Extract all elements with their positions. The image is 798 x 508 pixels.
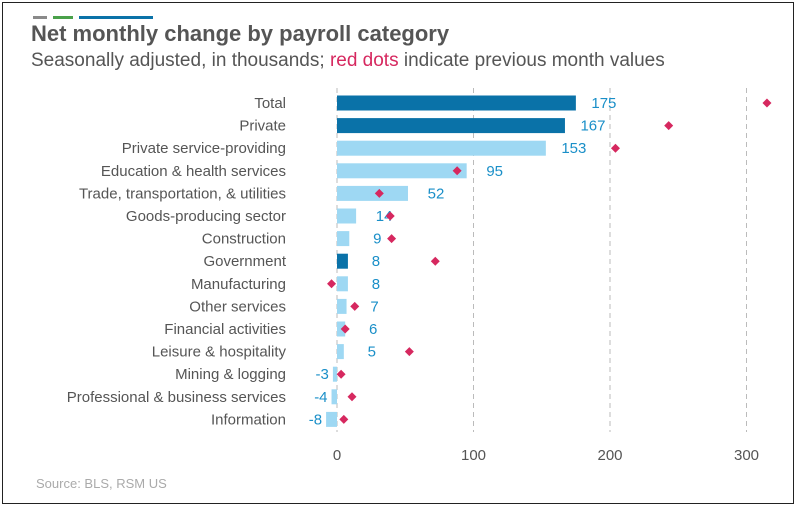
category-label: Professional & business services (67, 389, 286, 406)
previous-month-dot (762, 98, 772, 108)
bar (337, 95, 576, 111)
value-label: 153 (561, 140, 586, 157)
value-label: 5 (368, 344, 376, 361)
value-label: 7 (370, 298, 378, 315)
bars (326, 95, 576, 427)
category-label: Manufacturing (191, 276, 286, 293)
previous-month-dot (350, 301, 360, 311)
decor-bar-blue (79, 16, 153, 19)
category-label: Goods-producing sector (126, 208, 286, 225)
previous-month-dot (430, 256, 440, 266)
category-label: Private (239, 118, 286, 135)
value-label: 175 (591, 95, 616, 112)
x-tick-label: 200 (597, 447, 622, 464)
value-label: 14 (376, 208, 393, 225)
chart-title: Net monthly change by payroll category (31, 21, 450, 46)
previous-month-dot (404, 347, 414, 357)
bar (332, 366, 337, 382)
value-label: 8 (372, 253, 380, 270)
value-labels: 175 167 153 95 52 14 9 8 8 7 6 5 -3 -4 -8 (309, 95, 617, 428)
subtitle-text-after: indicate previous month values (398, 50, 665, 71)
previous-month-dot (664, 121, 674, 131)
bar (337, 163, 467, 179)
x-tick-label: 300 (734, 447, 759, 464)
previous-month-dot (327, 279, 337, 289)
previous-month-dot (452, 166, 462, 176)
bar (326, 411, 337, 427)
previous-month-dot (374, 188, 384, 198)
value-label: 167 (580, 118, 605, 135)
category-labels: Total Private Private service-providing Edu… (67, 95, 287, 428)
previous-month-dot (387, 234, 397, 244)
category-label: Private service-providing (122, 140, 286, 157)
decor-bar-green (53, 16, 73, 19)
value-label: -4 (314, 389, 327, 406)
bar (337, 118, 565, 134)
previous-month-dots (327, 98, 772, 424)
category-label: Leisure & hospitality (152, 344, 287, 361)
bar (337, 298, 347, 314)
category-label: Information (211, 411, 286, 428)
x-tick-label: 0 (333, 447, 341, 464)
bar (337, 344, 344, 360)
bar (337, 276, 348, 292)
category-label: Financial activities (164, 321, 286, 338)
value-label: 95 (486, 163, 503, 180)
category-label: Mining & logging (175, 366, 286, 383)
category-label: Other services (189, 298, 286, 315)
previous-month-dot (336, 369, 346, 379)
category-label: Total (254, 95, 286, 112)
value-label: 52 (428, 185, 445, 202)
previous-month-dot (339, 414, 349, 424)
previous-month-dot (385, 211, 395, 221)
grid-lines (336, 88, 747, 432)
bar (337, 231, 350, 247)
bar (337, 253, 348, 269)
x-tick-label: 100 (461, 447, 486, 464)
category-label: Education & health services (101, 163, 286, 180)
value-label: 8 (372, 276, 380, 293)
source-note: Source: BLS, RSM US (36, 476, 167, 491)
previous-month-dot (340, 324, 350, 334)
bar (331, 389, 337, 405)
bar (337, 185, 408, 201)
subtitle-highlight: red dots (329, 50, 399, 71)
category-label: Government (203, 253, 286, 270)
bar (337, 208, 357, 224)
value-label: 6 (369, 321, 377, 338)
category-label: Trade, transportation, & utilities (79, 185, 286, 202)
value-label: -8 (309, 411, 322, 428)
previous-month-dot (610, 143, 620, 153)
previous-month-dot (347, 392, 357, 402)
bar (337, 140, 546, 156)
chart-subtitle: Seasonally adjusted, in thousands; red d… (31, 50, 665, 72)
subtitle-text-before: Seasonally adjusted, in thousands; (31, 50, 330, 71)
value-label: 9 (373, 231, 381, 248)
value-label: -3 (316, 366, 329, 383)
category-label: Construction (202, 231, 286, 248)
decor-bar-gray (33, 16, 47, 19)
